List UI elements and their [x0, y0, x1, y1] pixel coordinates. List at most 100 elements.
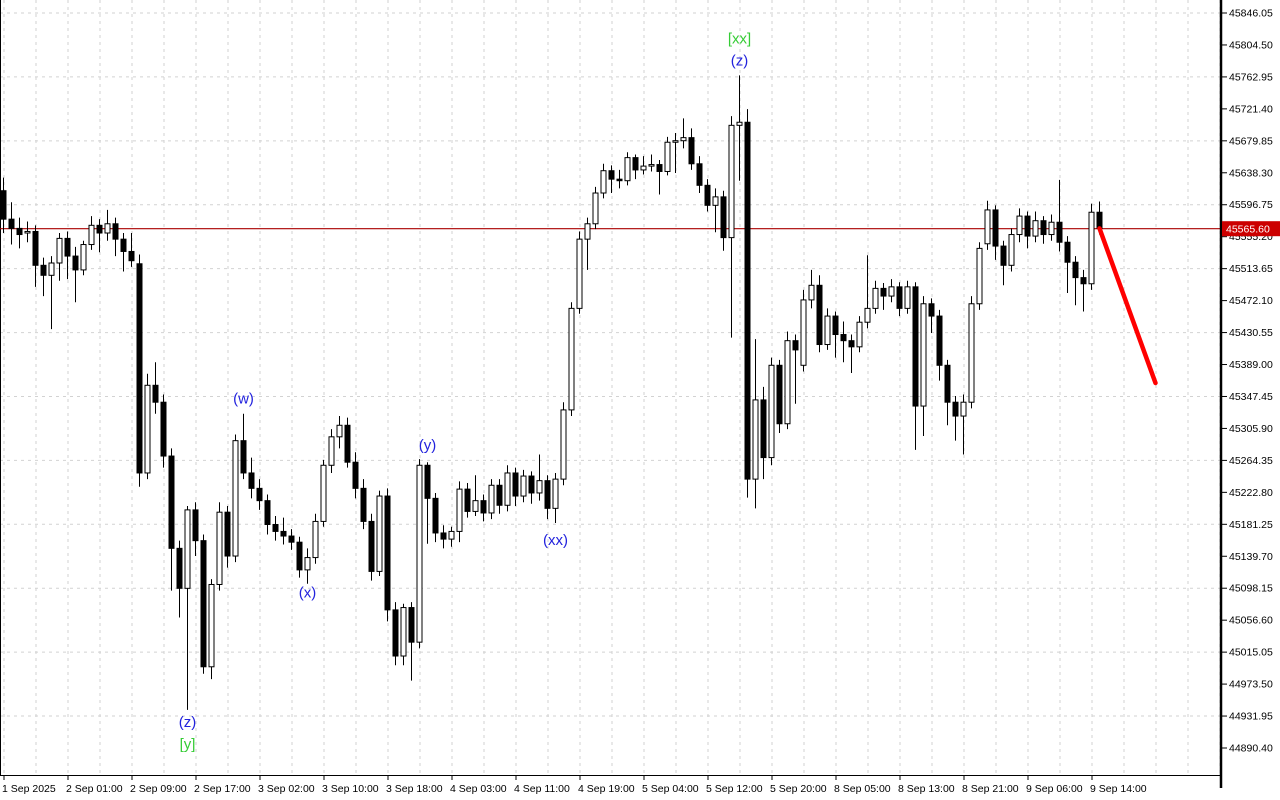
- time-tick-label: 4 Sep 11:00: [514, 783, 570, 795]
- price-tick-label: 45347.45: [1229, 391, 1273, 403]
- time-tick-label: 5 Sep 20:00: [770, 783, 827, 795]
- price-tick-label: 44890.40: [1229, 743, 1273, 755]
- candle-bearish: [248, 472, 255, 489]
- time-tick-label: 3 Sep 02:00: [258, 783, 315, 795]
- candle-bearish: [424, 464, 431, 499]
- time-tick-label: 4 Sep 03:00: [450, 783, 507, 795]
- wave-label[interactable]: (z): [731, 52, 749, 69]
- candle-bearish: [296, 541, 303, 571]
- wave-label[interactable]: (z): [179, 714, 197, 731]
- candle-bearish: [128, 250, 135, 262]
- time-tick-label: 9 Sep 06:00: [1026, 783, 1083, 795]
- candle-bullish: [520, 475, 527, 497]
- candle-bearish: [952, 401, 959, 417]
- candle-bearish: [240, 440, 247, 474]
- wave-label[interactable]: (x): [299, 585, 317, 602]
- candle-bearish: [704, 184, 711, 206]
- time-tick-label: 8 Sep 21:00: [962, 783, 1019, 795]
- candle-bullish: [472, 500, 479, 512]
- candle-bearish: [224, 511, 231, 557]
- candle-bullish: [376, 495, 383, 572]
- candle-bearish: [160, 401, 167, 457]
- candle-bearish: [880, 287, 887, 297]
- candle-bullish: [536, 480, 543, 494]
- candle-bullish: [560, 409, 567, 480]
- candle-bearish: [256, 487, 263, 502]
- time-tick-label: 3 Sep 10:00: [322, 783, 379, 795]
- candle-bullish: [640, 165, 647, 171]
- price-tick-label: 45679.85: [1229, 135, 1273, 147]
- candle-bullish: [800, 299, 807, 366]
- candle-bearish: [40, 264, 47, 276]
- candle-bearish: [288, 535, 295, 543]
- wave-label[interactable]: [y]: [180, 736, 196, 753]
- wave-annotations[interactable]: (w) (x) (y) (z) [y] (xx) (z) [xx]: [179, 30, 751, 753]
- candle-bearish: [192, 509, 199, 542]
- time-tick-label: 5 Sep 12:00: [706, 783, 763, 795]
- candle-bearish: [1072, 261, 1079, 279]
- candle-bearish: [264, 500, 271, 525]
- candle-bearish: [848, 340, 855, 348]
- candle-bearish: [1000, 245, 1007, 266]
- candle-bearish: [944, 364, 951, 403]
- candle-bullish: [680, 137, 687, 142]
- red-trendline[interactable]: [1097, 226, 1158, 386]
- trendline-object[interactable]: [1097, 226, 1158, 386]
- wave-label[interactable]: (w): [233, 391, 254, 408]
- candle-bullish: [976, 247, 983, 305]
- candle-bearish: [0, 190, 7, 220]
- candle-bearish: [496, 484, 503, 506]
- candle-bearish: [352, 461, 359, 489]
- price-tick-label: 45098.15: [1229, 583, 1273, 595]
- price-tick-label: 45638.30: [1229, 167, 1273, 179]
- candle-bullish: [784, 340, 791, 425]
- candle-bullish: [216, 511, 223, 585]
- candle-bearish: [776, 364, 783, 425]
- candle-bullish: [664, 141, 671, 172]
- candle-bearish: [720, 196, 727, 239]
- candle-bearish: [688, 137, 695, 165]
- candle-bullish: [736, 121, 743, 126]
- candle-bearish: [512, 472, 519, 497]
- candle-bullish: [144, 384, 151, 474]
- time-tick-label: 5 Sep 04:00: [642, 783, 699, 795]
- candle-bullish: [104, 223, 111, 234]
- candle-bearish: [928, 303, 935, 317]
- candle-bearish: [280, 530, 287, 537]
- candle-bullish: [984, 209, 991, 245]
- candle-bearish: [64, 237, 71, 257]
- time-axis[interactable]: 1 Sep 2025 2 Sep 01:00 2 Sep 09:00 2 Sep 17…: [2, 775, 1147, 795]
- candle-bullish: [1048, 221, 1055, 236]
- candle-bearish: [912, 286, 919, 407]
- wave-label[interactable]: (y): [419, 437, 437, 454]
- candle-bullish: [592, 192, 599, 225]
- candle-bullish: [768, 364, 775, 459]
- candle-bullish: [304, 557, 311, 571]
- candle-bullish: [208, 583, 215, 668]
- candle-bearish: [1064, 241, 1071, 263]
- candle-bearish: [152, 384, 159, 403]
- time-tick-label: 2 Sep 01:00: [66, 783, 123, 795]
- grid-lines: [0, 0, 1222, 775]
- candle-bullish: [576, 238, 583, 309]
- candle-bullish: [312, 520, 319, 559]
- candle-bullish: [752, 399, 759, 480]
- price-axis[interactable]: 45846.05 45804.50 45762.95 45721.40 45679.85…: [1221, 8, 1273, 755]
- candle-bearish: [440, 532, 447, 540]
- candle-bullish: [712, 196, 719, 206]
- candle-bearish: [384, 495, 391, 611]
- candle-bullish: [80, 244, 87, 271]
- candle-bullish: [400, 607, 407, 657]
- candle-bullish: [1032, 220, 1039, 237]
- candle-bullish: [88, 224, 95, 246]
- candle-bearish: [112, 223, 119, 240]
- candle-bearish: [1096, 211, 1103, 229]
- wave-label[interactable]: (xx): [543, 532, 568, 549]
- current-price-tag-text: 45565.60: [1226, 224, 1270, 236]
- wave-label[interactable]: [xx]: [728, 30, 751, 47]
- candle-bullish: [584, 223, 591, 240]
- candle-bearish: [608, 170, 615, 180]
- axes: [0, 0, 1223, 788]
